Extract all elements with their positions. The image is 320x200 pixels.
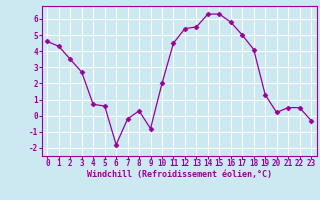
X-axis label: Windchill (Refroidissement éolien,°C): Windchill (Refroidissement éolien,°C) bbox=[87, 170, 272, 179]
